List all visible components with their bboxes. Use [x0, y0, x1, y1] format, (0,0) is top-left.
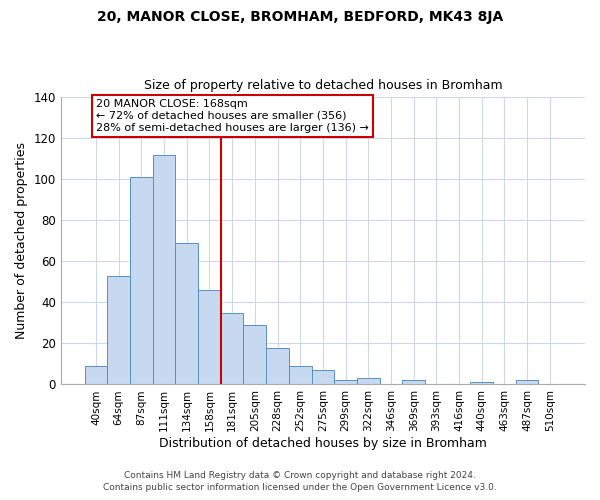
X-axis label: Distribution of detached houses by size in Bromham: Distribution of detached houses by size …: [159, 437, 487, 450]
Bar: [470, 382, 493, 384]
Bar: [198, 290, 221, 384]
Bar: [85, 366, 107, 384]
Bar: [107, 276, 130, 384]
Bar: [221, 312, 244, 384]
Bar: [175, 243, 198, 384]
Bar: [130, 178, 152, 384]
Title: Size of property relative to detached houses in Bromham: Size of property relative to detached ho…: [143, 79, 502, 92]
Bar: [357, 378, 380, 384]
Bar: [311, 370, 334, 384]
Text: 20 MANOR CLOSE: 168sqm
← 72% of detached houses are smaller (356)
28% of semi-de: 20 MANOR CLOSE: 168sqm ← 72% of detached…: [96, 100, 369, 132]
Text: Contains HM Land Registry data © Crown copyright and database right 2024.
Contai: Contains HM Land Registry data © Crown c…: [103, 471, 497, 492]
Bar: [516, 380, 538, 384]
Bar: [152, 155, 175, 384]
Text: 20, MANOR CLOSE, BROMHAM, BEDFORD, MK43 8JA: 20, MANOR CLOSE, BROMHAM, BEDFORD, MK43 …: [97, 10, 503, 24]
Bar: [244, 325, 266, 384]
Y-axis label: Number of detached properties: Number of detached properties: [15, 142, 28, 340]
Bar: [266, 348, 289, 385]
Bar: [403, 380, 425, 384]
Bar: [334, 380, 357, 384]
Bar: [289, 366, 311, 384]
